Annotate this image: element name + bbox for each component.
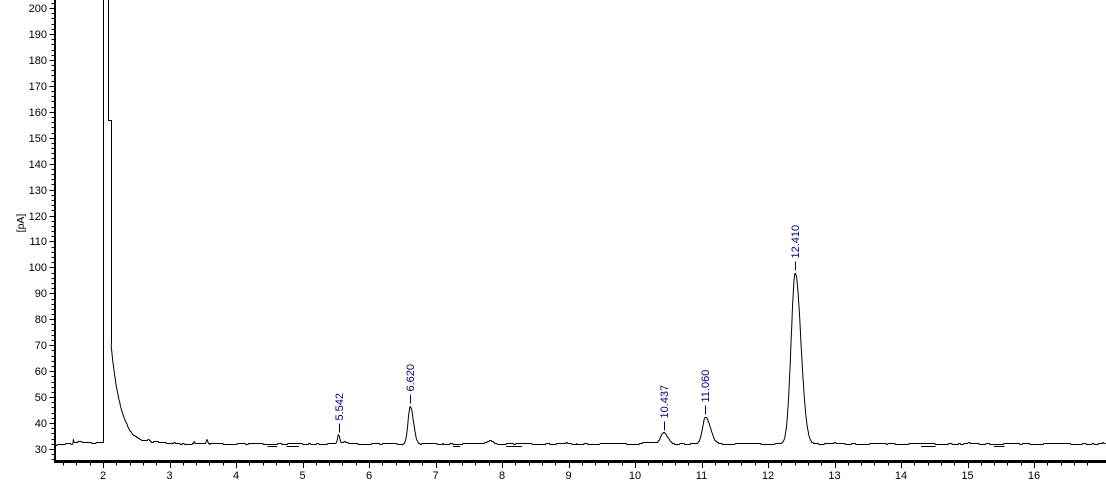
x-tick-label: 6: [366, 470, 372, 482]
x-tick-label: 11: [696, 470, 707, 482]
y-tick-label: 30: [35, 444, 47, 456]
y-axis-ticks: [49, 3, 54, 460]
y-tick-label: 160: [29, 107, 47, 119]
y-tick-label: 80: [35, 314, 47, 326]
peak-rt-label: 6.620: [405, 364, 417, 392]
x-tick-label: 4: [233, 470, 239, 482]
peak-rt-label: 11.060: [700, 370, 712, 403]
x-tick-label: 13: [828, 470, 840, 482]
x-tick-label: 9: [565, 470, 571, 482]
y-tick-label: 60: [35, 366, 47, 378]
y-tick-label: 130: [29, 185, 47, 197]
x-axis-line: [54, 460, 1106, 463]
y-axis-unit-label: [pA]: [15, 214, 27, 233]
x-tick-label: 15: [961, 470, 973, 482]
y-tick-label: 110: [29, 236, 47, 248]
x-tick-label: 10: [629, 470, 641, 482]
x-tick-label: 5: [299, 470, 305, 482]
y-tick-label: 170: [29, 81, 47, 93]
y-tick-label: 150: [29, 133, 47, 145]
y-tick-label: 50: [35, 392, 47, 404]
x-tick-label: 8: [499, 470, 505, 482]
x-tick-label: 12: [762, 470, 774, 482]
x-tick-label: 3: [166, 470, 172, 482]
x-axis-ticks: [63, 463, 1088, 468]
y-tick-label: 180: [29, 55, 47, 67]
x-tick-label: 2: [100, 470, 106, 482]
peak-rt-label: 10.437: [659, 385, 671, 419]
y-tick-label: 40: [35, 418, 47, 430]
x-tick-label: 7: [432, 470, 438, 482]
y-tick-label: 90: [35, 288, 47, 300]
x-tick-label: 16: [1028, 470, 1040, 482]
y-tick-label: 190: [29, 29, 47, 41]
y-axis-line: [54, 0, 56, 463]
y-tick-label: 120: [29, 211, 47, 223]
y-tick-label: 100: [29, 262, 47, 274]
y-tick-label: 70: [35, 340, 47, 352]
peak-rt-label: 12.410: [790, 225, 802, 259]
x-tick-label: 14: [895, 470, 907, 482]
y-tick-label: 140: [29, 159, 47, 171]
signal-trace: [55, 0, 1106, 446]
peak-rt-label: 5.542: [334, 393, 346, 421]
y-tick-label: 200: [29, 3, 47, 15]
